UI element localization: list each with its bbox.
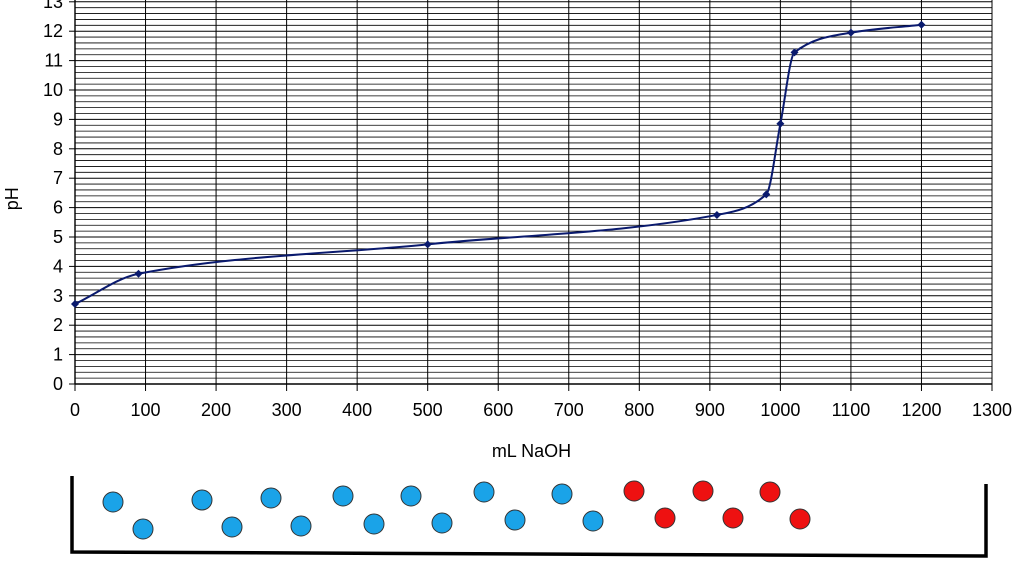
red-particle bbox=[623, 480, 645, 502]
y-tick-label: 12 bbox=[43, 21, 63, 41]
blue-particle bbox=[473, 481, 495, 503]
beaker-outline bbox=[70, 476, 988, 558]
y-tick-label: 7 bbox=[53, 168, 63, 188]
blue-particle bbox=[260, 487, 282, 509]
blue-particle bbox=[221, 516, 243, 538]
blue-particle bbox=[363, 513, 385, 535]
x-tick-label: 600 bbox=[483, 400, 513, 420]
y-tick-label: 2 bbox=[53, 315, 63, 335]
x-tick-label: 400 bbox=[342, 400, 372, 420]
x-tick-label: 900 bbox=[695, 400, 725, 420]
blue-particle bbox=[191, 489, 213, 511]
y-tick-label: 8 bbox=[53, 139, 63, 159]
red-particle bbox=[789, 508, 811, 530]
red-particle bbox=[692, 480, 714, 502]
y-tick-label: 0 bbox=[53, 374, 63, 394]
y-tick-label: 6 bbox=[53, 198, 63, 218]
data-point bbox=[917, 20, 926, 29]
data-point bbox=[423, 240, 432, 249]
blue-particle bbox=[132, 518, 154, 540]
data-point bbox=[71, 300, 79, 309]
x-tick-label: 800 bbox=[624, 400, 654, 420]
red-particle bbox=[722, 507, 744, 529]
red-particle bbox=[759, 481, 781, 503]
y-tick-label: 4 bbox=[53, 256, 63, 276]
x-tick-label: 1200 bbox=[901, 400, 941, 420]
x-tick-label: 100 bbox=[131, 400, 161, 420]
data-point bbox=[846, 28, 855, 37]
x-tick-label: 700 bbox=[554, 400, 584, 420]
x-tick-label: 1300 bbox=[972, 400, 1012, 420]
data-markers bbox=[71, 20, 926, 309]
grid-lines bbox=[69, 0, 993, 391]
blue-particle bbox=[582, 510, 604, 532]
y-tick-label: 1 bbox=[53, 345, 63, 365]
data-point bbox=[134, 269, 143, 278]
data-point bbox=[762, 190, 771, 199]
x-tick-label: 1000 bbox=[760, 400, 800, 420]
blue-particle bbox=[551, 483, 573, 505]
x-axis-title: mL NaOH bbox=[492, 441, 571, 461]
blue-particle bbox=[504, 509, 526, 531]
y-tick-label: 3 bbox=[53, 286, 63, 306]
y-tick-label: 5 bbox=[53, 227, 63, 247]
blue-particle bbox=[431, 512, 453, 534]
data-point bbox=[712, 210, 721, 219]
data-point bbox=[790, 48, 799, 57]
blue-particle bbox=[102, 491, 124, 513]
y-tick-label: 13 bbox=[43, 0, 63, 12]
particle-beaker bbox=[70, 476, 988, 558]
blue-particle bbox=[332, 485, 354, 507]
x-tick-label: 500 bbox=[413, 400, 443, 420]
red-particle bbox=[654, 507, 676, 529]
y-tick-label: 10 bbox=[43, 80, 63, 100]
y-tick-label: 9 bbox=[53, 109, 63, 129]
x-tick-label: 300 bbox=[272, 400, 302, 420]
x-tick-label: 200 bbox=[201, 400, 231, 420]
x-tick-label: 1100 bbox=[832, 400, 871, 420]
y-tick-label: 11 bbox=[44, 51, 63, 71]
blue-particle bbox=[290, 515, 312, 537]
x-tick-labels: 0 100 200 300 400 500 600 700 800 900 1000 1100 1200… bbox=[70, 400, 1012, 420]
y-axis-title: pH bbox=[2, 187, 22, 210]
x-tick-label: 0 bbox=[70, 400, 80, 420]
data-point bbox=[776, 119, 785, 128]
blue-particle bbox=[400, 485, 422, 507]
